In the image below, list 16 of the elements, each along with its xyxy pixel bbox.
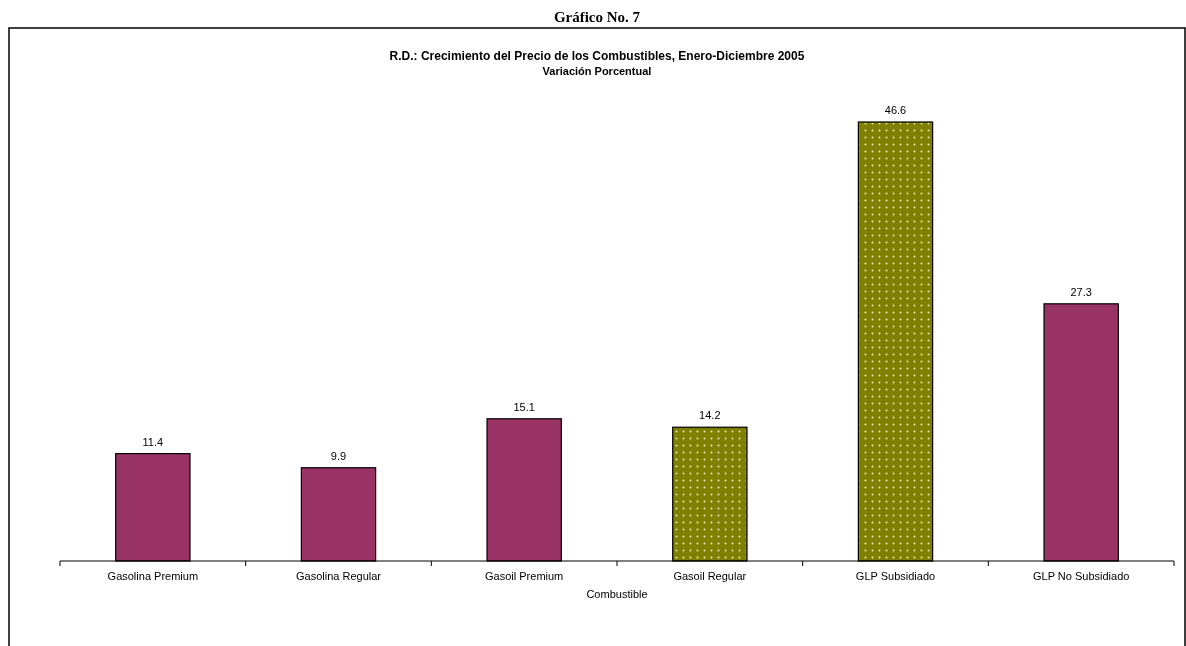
chart-subtitle: Variación Porcentual: [542, 65, 652, 77]
x-tick-label: GLP Subsidiado: [855, 570, 936, 582]
data-label: 9.9: [330, 449, 347, 462]
x-tick-label: Gasolina Regular: [296, 570, 382, 582]
data-label: 46.6: [884, 104, 907, 116]
text: Gráfico No. 7: [553, 9, 641, 25]
data-label: 14.2: [699, 409, 721, 422]
x-tick-label: Gasoil Regular: [673, 570, 747, 582]
x-tick-label: GLP No Subsidiado: [1032, 570, 1130, 582]
x-tick-label: Gasoil Premium: [485, 570, 564, 582]
x-tick-label: Gasolina Premium: [107, 570, 199, 582]
chart-title: R.D.: Crecimiento del Precio de los Combustibles, Enero-Diciembre 2005: [389, 49, 805, 63]
data-label: 27.3: [1070, 285, 1092, 298]
data-label: 15.1: [513, 400, 535, 413]
x-axis-title: Combustible: [586, 588, 648, 600]
data-label: 11.4: [142, 435, 164, 448]
